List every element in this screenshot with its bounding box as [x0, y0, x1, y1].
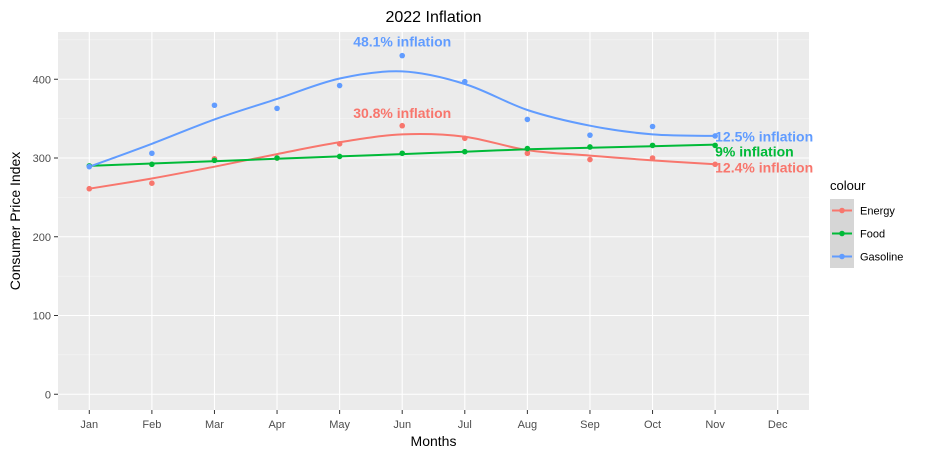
annotation-label: 30.8% inflation [353, 105, 451, 121]
data-point-energy [399, 122, 406, 129]
data-point-food [649, 142, 656, 149]
trend-line-energy [89, 133, 716, 190]
x-tick-label: Aug [518, 419, 538, 431]
data-point-energy [461, 135, 468, 142]
legend-label-energy: Energy [860, 206, 895, 218]
data-point-gasoline [524, 116, 531, 123]
annotation-label: 12.5% inflation [715, 129, 813, 145]
data-point-food [336, 153, 343, 160]
data-point-gasoline [461, 78, 468, 85]
annotation-label: 12.4% inflation [715, 159, 813, 175]
data-point-gasoline [399, 52, 406, 59]
x-tick-label: Jun [393, 419, 411, 431]
data-point-energy [149, 180, 155, 186]
x-tick-label: May [329, 419, 350, 431]
data-point-food [587, 144, 593, 150]
data-point-energy [712, 161, 718, 168]
data-point-food [712, 142, 718, 149]
data-point-food [399, 150, 406, 157]
annotation-label: 9% inflation [715, 144, 794, 160]
x-tick-label: Jul [458, 419, 472, 431]
data-point-gasoline [649, 123, 656, 130]
chart-title: 2022 Inflation [385, 9, 481, 26]
x-tick-label: Feb [142, 419, 161, 431]
panel-background [58, 32, 809, 410]
x-tick-label: Apr [268, 419, 285, 431]
legend-label-gasoline: Gasoline [860, 252, 903, 264]
data-point-gasoline [86, 163, 93, 170]
x-tick-label: Dec [768, 419, 788, 431]
legend-title: colour [830, 178, 866, 193]
x-axis-title: Months [411, 433, 457, 449]
y-tick-label: 100 [33, 311, 51, 323]
data-point-energy [649, 155, 656, 161]
data-point-food [524, 145, 531, 152]
legend-label-food: Food [860, 229, 885, 241]
x-tick-label: Oct [644, 419, 661, 431]
data-point-gasoline [587, 132, 593, 138]
data-point-energy [524, 150, 531, 157]
y-axis-title: Consumer Price Index [7, 152, 23, 291]
x-axis-ticks: Jan Feb Mar Apr May Jun Jul Aug Sep Oct Nov Dec [80, 410, 788, 431]
annotation-label: 48.1% inflation [353, 33, 451, 49]
x-tick-label: Nov [705, 419, 725, 431]
x-tick-label: Jan [80, 419, 98, 431]
x-tick-label: Sep [580, 419, 600, 431]
y-tick-label: 300 [33, 153, 51, 165]
data-point-food [149, 161, 155, 168]
x-tick-label: Mar [205, 419, 224, 431]
legend: colour Energy Food Gasoline [830, 178, 903, 268]
data-point-gasoline [211, 102, 218, 109]
data-point-energy [86, 185, 93, 192]
data-point-gasoline [274, 105, 280, 112]
y-tick-label: 200 [33, 232, 51, 244]
data-point-gasoline [336, 82, 343, 89]
data-point-food [461, 148, 468, 155]
y-tick-label: 0 [45, 389, 51, 401]
trend-line-gasoline [88, 70, 716, 168]
data-point-gasoline [712, 133, 718, 139]
data-point-gasoline [149, 150, 155, 157]
data-point-energy [336, 141, 343, 147]
y-axis-ticks: 0 100 200 300 400 [33, 74, 58, 401]
annotations: 48.1% inflation 30.8% inflation 12.5% infl… [353, 33, 813, 175]
data-point-food [211, 157, 218, 164]
data-point-food [274, 155, 280, 161]
grid [58, 32, 809, 410]
legend-point-gasoline [839, 253, 845, 260]
legend-point-energy [839, 207, 845, 214]
data-point-energy [587, 156, 593, 163]
legend-point-food [839, 230, 845, 237]
data-points [86, 52, 718, 192]
y-tick-label: 400 [33, 74, 51, 86]
